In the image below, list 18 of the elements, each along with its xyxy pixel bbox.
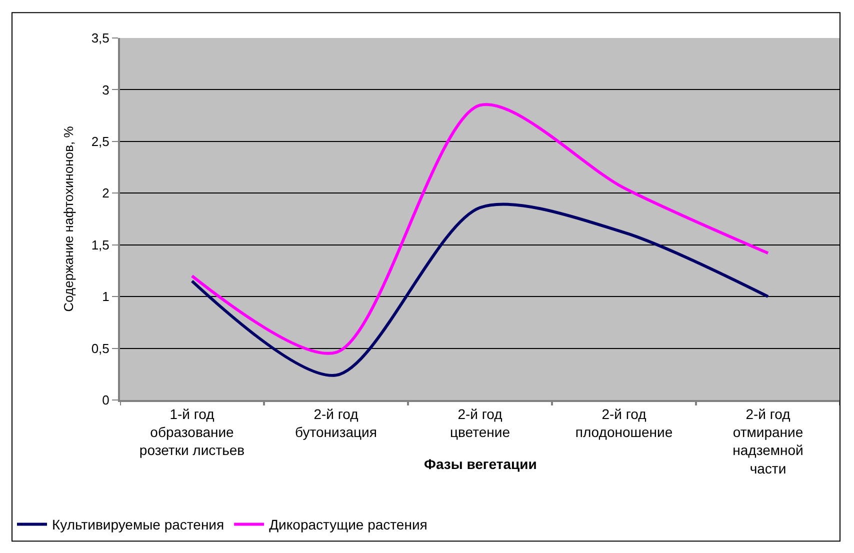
y-tick-label: 0,5 xyxy=(91,340,110,356)
x-axis-title: Фазы вегетации xyxy=(424,456,537,472)
y-tick-label: 1 xyxy=(102,289,110,304)
x-tick-label: 2-й год отмирание надземной части xyxy=(732,406,804,476)
y-tick-label: 2 xyxy=(102,186,110,201)
x-tick-label: 2-й год бутонизация xyxy=(295,406,377,440)
line-series xyxy=(190,103,770,355)
y-tick-label: 0 xyxy=(102,392,110,408)
y-tick-label: 3 xyxy=(102,82,110,98)
y-tick-label: 1,5 xyxy=(91,237,110,252)
x-tick-label: 1-й год образование розетки листьев xyxy=(139,406,245,458)
y-axis-title: Содержание нафтохинонов, % xyxy=(60,126,76,312)
legend-label: Культивируемые растения xyxy=(52,516,224,533)
y-tick-label: 2,5 xyxy=(91,134,110,149)
y-tick-label: 3,5 xyxy=(91,30,110,46)
x-tick-label: 2-й год плодоношение xyxy=(575,406,673,440)
x-tick-label: 2-й год цветение xyxy=(450,406,510,440)
legend-label: Дикорастущие растения xyxy=(269,516,428,533)
